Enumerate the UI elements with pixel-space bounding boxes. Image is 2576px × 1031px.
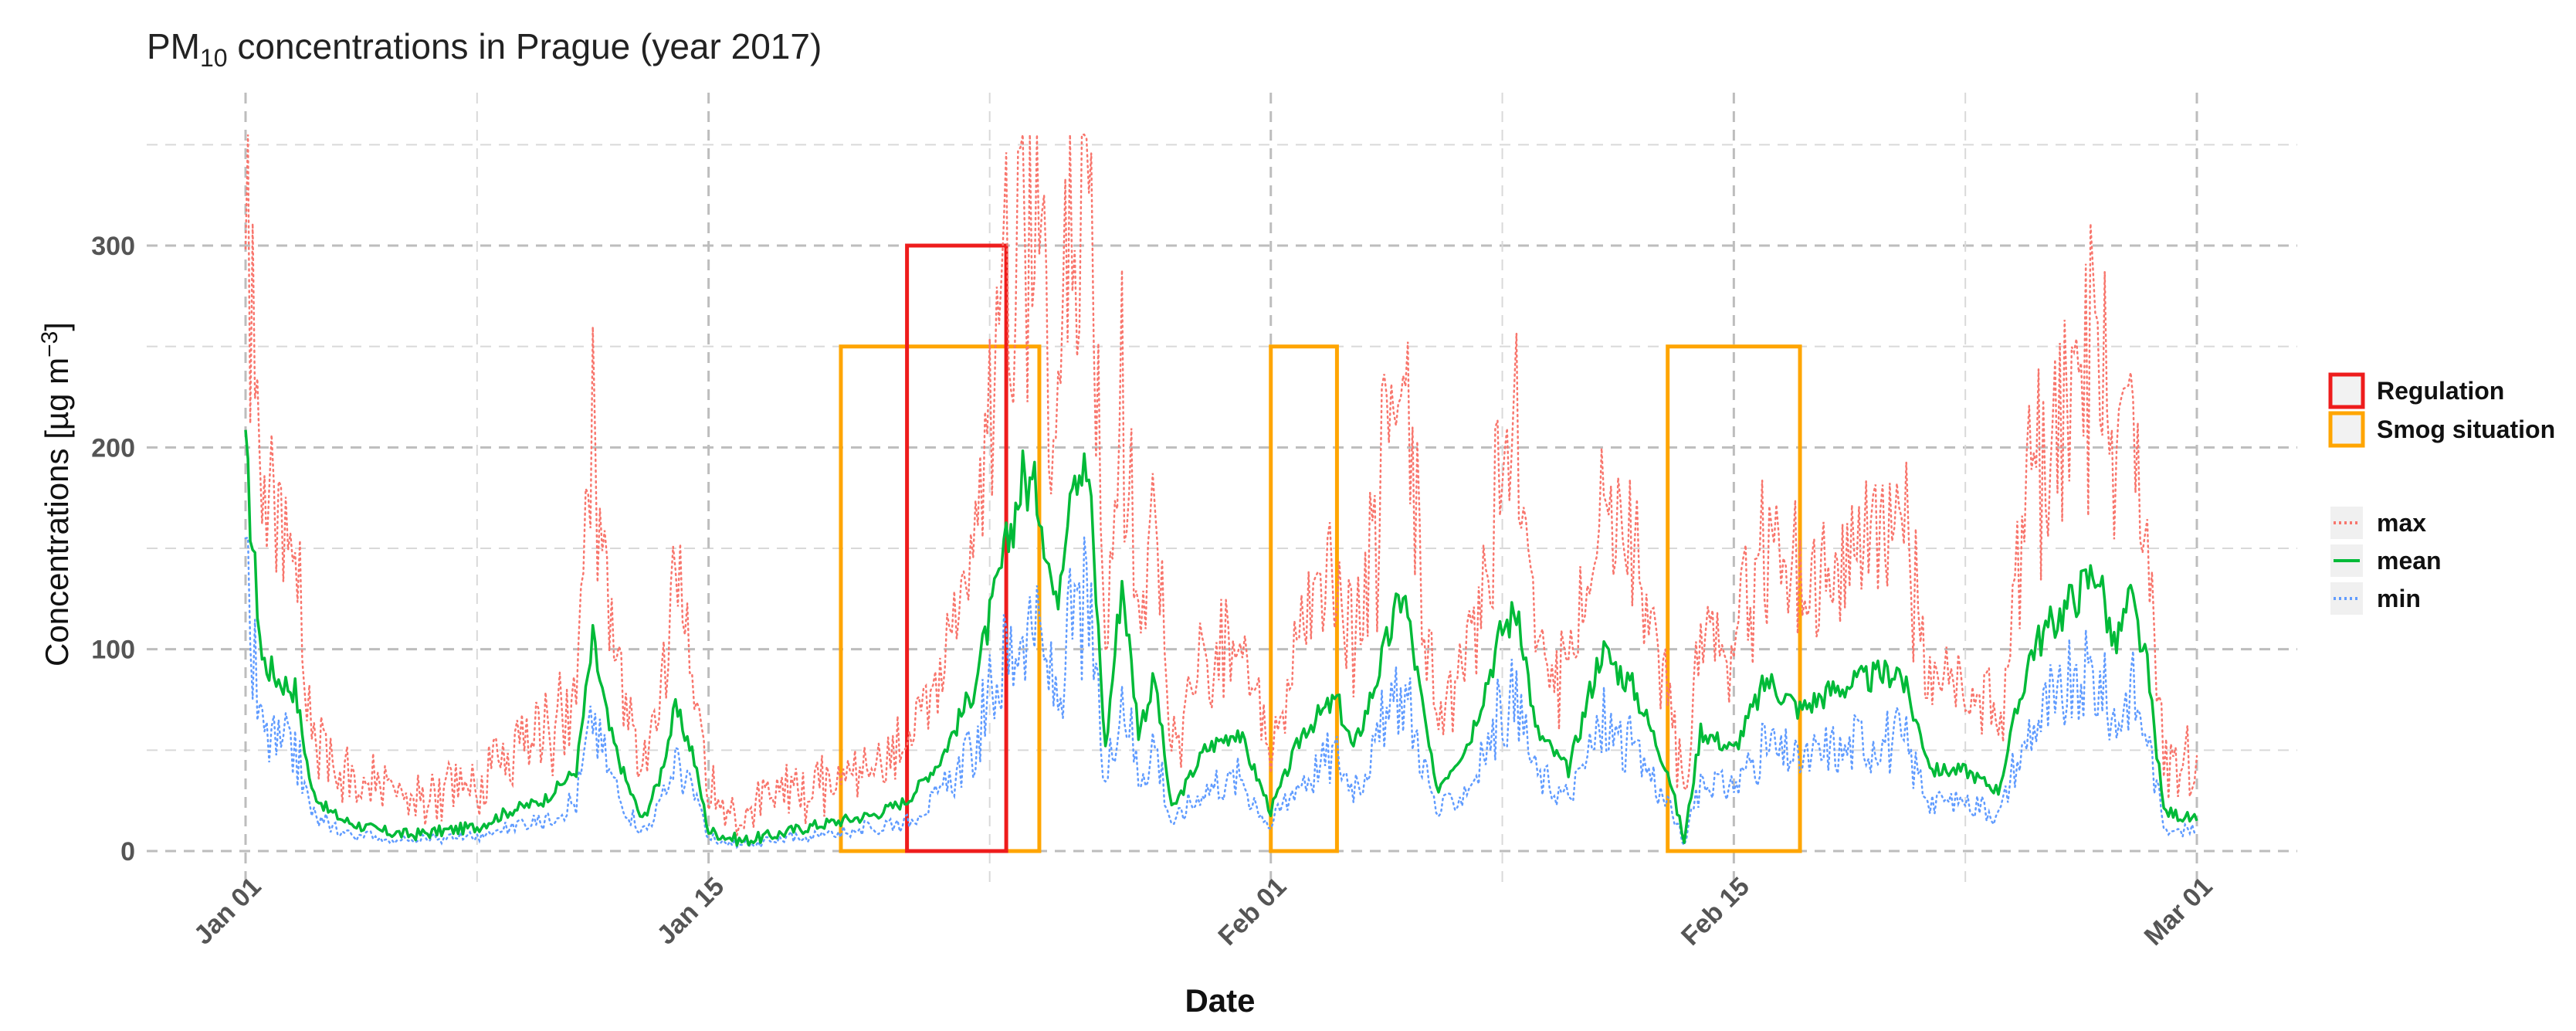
smog-region xyxy=(839,344,1042,853)
y-axis-title-sup: −3 xyxy=(37,331,63,358)
legend-line-label: min xyxy=(2377,585,2421,612)
smog-region xyxy=(1666,344,1802,853)
y-axis-title-main: Concentrations [µg m xyxy=(39,358,75,666)
y-axis-title: Concentrations [µg m−3] xyxy=(37,322,75,666)
x-axis-title: Date xyxy=(1185,982,1255,1019)
legend-box-label: Regulation xyxy=(2377,377,2504,405)
grid xyxy=(147,93,2297,888)
min-series-line xyxy=(244,536,2198,850)
legend: Regulation Smog situation max mean min xyxy=(2328,372,2555,615)
x-tick-label: Mar 01 xyxy=(2139,872,2218,951)
legend-line-label: max xyxy=(2377,509,2426,537)
y-axis-ticks: 0 100 200 300 xyxy=(91,232,135,867)
mean-series-line xyxy=(244,429,2198,847)
series xyxy=(244,134,2198,850)
chart-title-main: PM xyxy=(147,26,200,66)
chart-title: PM10 concentrations in Prague (year 2017… xyxy=(147,26,822,72)
legend-box-key xyxy=(2328,372,2365,409)
y-tick-label: 100 xyxy=(91,636,135,665)
legend-box-label: Smog situation xyxy=(2377,415,2555,443)
chart-title-rest: concentrations in Prague (year 2017) xyxy=(228,26,822,66)
x-tick-label: Feb 01 xyxy=(1212,872,1292,951)
y-tick-label: 0 xyxy=(120,837,135,867)
x-axis-ticks: Jan 01 Jan 15 Feb 01 Feb 15 Mar 01 xyxy=(188,872,2218,951)
legend-box-key xyxy=(2328,411,2365,448)
legend-line-label: mean xyxy=(2377,547,2442,575)
y-axis-title-close: ] xyxy=(39,322,75,331)
chart-title-sub: 10 xyxy=(200,44,228,72)
regulation-region xyxy=(905,243,1008,853)
y-tick-label: 300 xyxy=(91,232,135,261)
x-tick-label: Feb 15 xyxy=(1676,872,1755,951)
y-tick-label: 200 xyxy=(91,433,135,463)
x-tick-label: Jan 15 xyxy=(652,872,730,951)
x-tick-label: Jan 01 xyxy=(188,872,267,951)
max-series-line xyxy=(244,134,2198,836)
